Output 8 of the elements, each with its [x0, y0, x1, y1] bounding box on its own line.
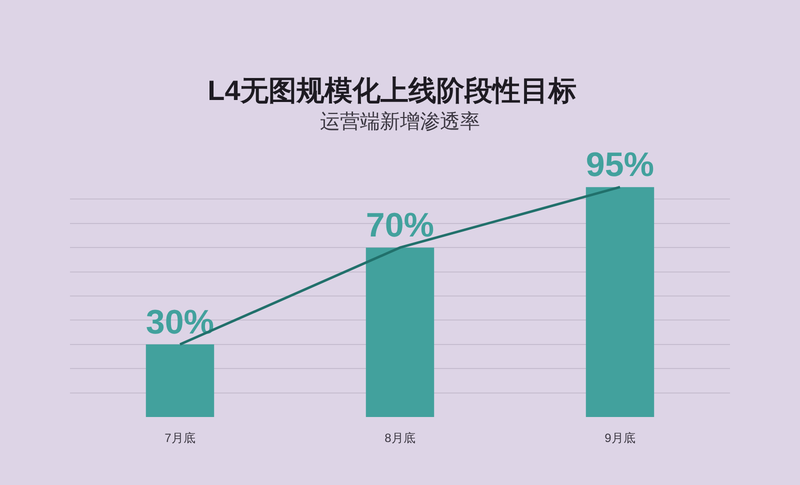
x-tick-label: 9月底 — [604, 431, 636, 445]
x-tick-label: 7月底 — [164, 431, 196, 445]
data-label: 30% — [146, 303, 214, 342]
x-tick-label: 8月底 — [384, 431, 416, 445]
chart-title: L4无图规模化上线阶段性目标 — [208, 74, 576, 106]
data-label: 70% — [366, 206, 434, 245]
chart-subtitle: 运营端新增渗透率 — [320, 111, 480, 133]
data-label: 95% — [586, 146, 654, 184]
